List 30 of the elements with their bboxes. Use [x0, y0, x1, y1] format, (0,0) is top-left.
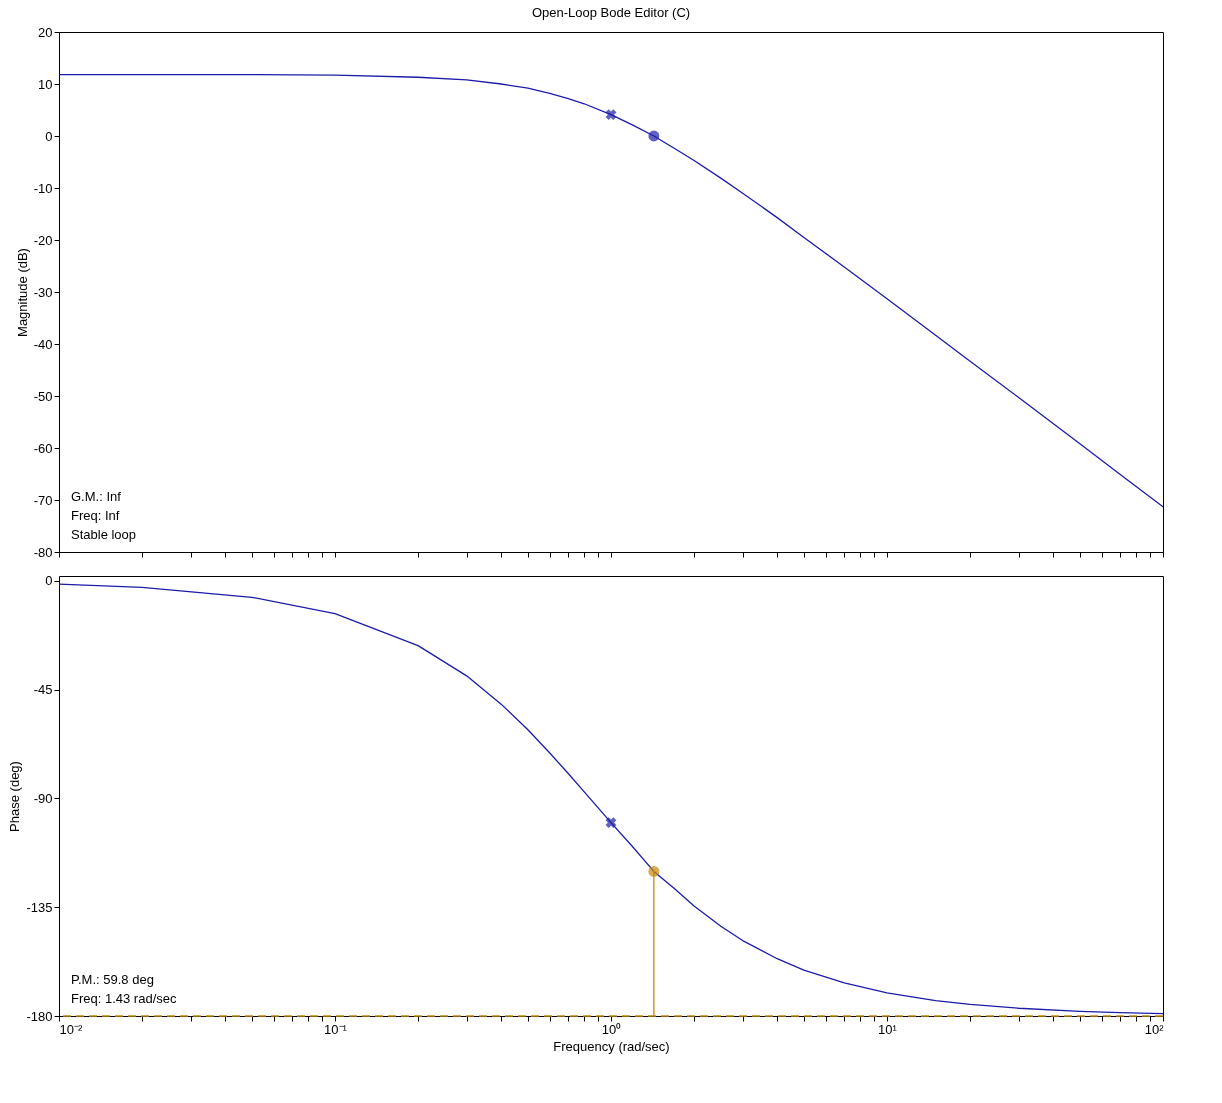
y-tick-label: -30	[33, 284, 53, 300]
y-tick-label: -10	[33, 180, 53, 196]
x-tick-label: 10⁻¹	[324, 1021, 348, 1037]
y-tick-label: -60	[33, 440, 53, 456]
chart-title: Open-Loop Bode Editor (C)	[531, 5, 691, 20]
y-tick-label: -180	[26, 1008, 53, 1024]
y-tick-label: 20	[38, 24, 53, 40]
y-tick-label: -45	[33, 682, 53, 698]
y-tick-label: 0	[45, 573, 53, 589]
y-tick-label: -70	[33, 492, 53, 508]
annotation: P.M.: 59.8 deg	[71, 972, 154, 987]
annotation: Stable loop	[71, 527, 137, 542]
y-tick-label: -90	[33, 790, 53, 806]
y-tick-label: -80	[33, 544, 53, 560]
y-tick-label: -135	[26, 899, 53, 915]
y-axis-title: Magnitude (dB)	[14, 248, 30, 337]
x-tick-label: 10¹	[878, 1021, 898, 1037]
x-tick-label: 10⁰	[601, 1021, 622, 1037]
annotation: Freq: 1.43 rad/sec	[71, 991, 177, 1006]
x-axis-title: Frequency (rad/sec)	[553, 1038, 670, 1054]
x-tick-label: 10²	[1144, 1021, 1165, 1037]
y-axis-title: Phase (deg)	[7, 761, 23, 832]
y-tick-label: 10	[38, 76, 53, 92]
annotation: G.M.: Inf	[71, 489, 122, 504]
y-tick-label: -50	[33, 388, 53, 404]
annotation: Freq: Inf	[71, 508, 120, 523]
x-tick-label: 10⁻²	[59, 1021, 83, 1037]
y-tick-label: 0	[45, 128, 53, 144]
y-tick-label: -20	[33, 232, 53, 248]
y-tick-label: -40	[33, 336, 53, 352]
